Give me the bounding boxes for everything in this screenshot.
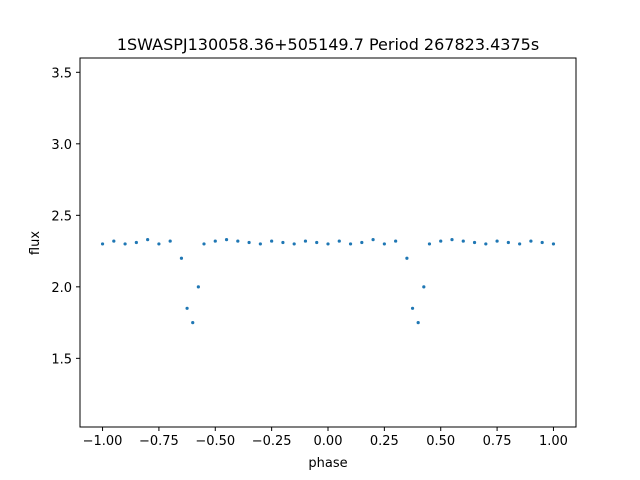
x-tick-label: −0.50 bbox=[195, 434, 235, 449]
data-point bbox=[427, 242, 432, 246]
data-point bbox=[236, 239, 240, 243]
x-tick-label: −1.00 bbox=[83, 434, 123, 449]
x-tick-label: 0.00 bbox=[314, 434, 343, 449]
chart-title: 1SWASPJ130058.36+505149.7 Period 267823.… bbox=[117, 35, 539, 54]
data-point bbox=[202, 242, 206, 246]
data-point bbox=[326, 242, 330, 246]
y-tick-label: 3.5 bbox=[51, 66, 72, 81]
data-point bbox=[258, 242, 262, 246]
data-point bbox=[422, 285, 426, 289]
data-point bbox=[416, 320, 420, 325]
data-point bbox=[134, 240, 138, 245]
data-point bbox=[450, 238, 454, 242]
data-point bbox=[123, 242, 127, 246]
data-point bbox=[185, 306, 189, 310]
data-point bbox=[382, 242, 386, 246]
y-tick-label: 3.0 bbox=[51, 138, 72, 153]
x-tick-label: 0.75 bbox=[483, 434, 512, 449]
x-axis-label: phase bbox=[308, 456, 347, 471]
data-point bbox=[529, 239, 533, 243]
data-point bbox=[303, 239, 308, 243]
data-point bbox=[360, 240, 364, 245]
data-point bbox=[371, 238, 375, 242]
data-point bbox=[191, 320, 195, 325]
data-point bbox=[213, 239, 217, 243]
y-axis-ticks: 1.5 2.0 2.5 3.0 3.5 bbox=[51, 66, 80, 367]
data-point bbox=[506, 240, 510, 245]
data-point bbox=[495, 239, 499, 243]
data-point bbox=[551, 242, 556, 246]
data-point bbox=[461, 239, 465, 243]
data-point bbox=[405, 256, 409, 260]
x-tick-label: −0.25 bbox=[252, 434, 292, 449]
data-point bbox=[292, 242, 296, 246]
data-point bbox=[472, 240, 477, 245]
data-point bbox=[179, 256, 184, 260]
data-point bbox=[247, 240, 251, 245]
data-point bbox=[439, 239, 443, 243]
y-tick-label: 2.0 bbox=[51, 281, 72, 296]
x-axis-ticks: −1.00 −0.75 −0.50 −0.25 0.00 0.25 0.50 0.75 1.00 bbox=[83, 427, 568, 449]
data-point bbox=[157, 242, 161, 246]
data-point bbox=[518, 242, 522, 246]
y-tick-label: 2.5 bbox=[51, 209, 72, 224]
data-point bbox=[270, 239, 274, 243]
data-point bbox=[337, 239, 341, 243]
y-tick-label: 1.5 bbox=[51, 352, 72, 367]
x-tick-label: 0.25 bbox=[370, 434, 399, 449]
data-point bbox=[196, 285, 200, 289]
x-tick-label: −0.75 bbox=[139, 434, 179, 449]
data-point bbox=[100, 242, 105, 246]
data-point bbox=[315, 240, 319, 245]
data-point bbox=[281, 240, 285, 245]
y-axis-label: flux bbox=[28, 231, 43, 255]
data-point bbox=[484, 242, 488, 246]
data-point bbox=[168, 239, 172, 243]
x-tick-label: 1.00 bbox=[539, 434, 568, 449]
x-tick-label: 0.50 bbox=[426, 434, 455, 449]
data-point bbox=[224, 238, 229, 242]
data-points bbox=[100, 238, 556, 325]
data-point bbox=[112, 239, 116, 243]
data-point bbox=[394, 239, 398, 243]
data-point bbox=[348, 242, 353, 246]
data-point bbox=[410, 306, 415, 310]
data-point bbox=[146, 238, 150, 242]
data-point bbox=[540, 240, 544, 245]
